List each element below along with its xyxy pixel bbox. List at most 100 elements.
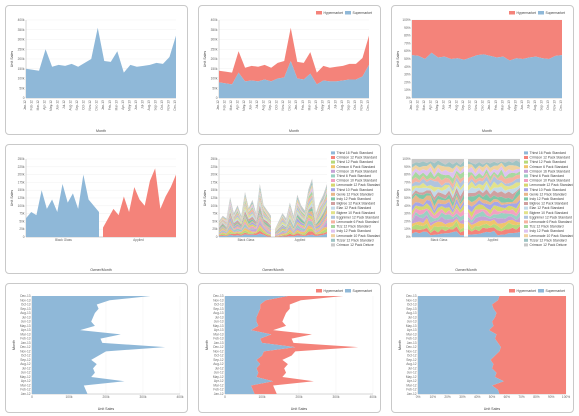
- area-series-5: [219, 220, 271, 234]
- y-tick-label: 225k: [211, 165, 218, 169]
- area-series-18: [219, 189, 271, 224]
- x-tick-label: Mar-12: [36, 100, 40, 110]
- y-tick-label: May-12: [20, 375, 31, 379]
- legend-label: Lemonade 10 Pack Standard: [337, 234, 381, 238]
- y-axis-title: Unit Sales: [203, 51, 207, 68]
- legend-swatch: [524, 197, 528, 201]
- legend-swatch: [524, 215, 528, 219]
- y-tick-label: Feb-13: [406, 337, 416, 341]
- area-series-2: [468, 222, 520, 232]
- area-series-hypermarket: [219, 27, 369, 85]
- x-tick-label: 300k: [140, 395, 147, 399]
- x-tick-label: 0: [224, 395, 226, 399]
- x-tick-label: May-13: [320, 100, 324, 111]
- x-tick-label: 100k: [259, 395, 266, 399]
- y-tick-label: Sep-12: [213, 358, 224, 362]
- area-series-19: [219, 186, 271, 223]
- y-tick-label: Nov-12: [406, 349, 417, 353]
- area-series-3: [412, 218, 464, 231]
- area-series-17: [412, 166, 464, 179]
- area-series-4: [275, 221, 327, 236]
- y-tick-label: 50k: [19, 86, 25, 90]
- y-tick-label: 90%: [404, 165, 411, 169]
- x-tick-label: Sep-13: [346, 100, 350, 111]
- x-tick-label: Oct-13: [353, 100, 357, 110]
- x-tick-label: Dec-13: [173, 100, 177, 111]
- x-tick-label: Jun-12: [56, 100, 60, 110]
- y-tick-label: Jul-12: [408, 366, 417, 370]
- y-tick-label: Aug-12: [406, 362, 417, 366]
- y-tick-label: 0%: [406, 235, 411, 239]
- y-tick-label: Apr-13: [214, 328, 224, 332]
- y-tick-label: May-12: [213, 375, 224, 379]
- y-axis-title: Unit Sales: [396, 190, 400, 207]
- x-tick-label: Aug-12: [262, 100, 266, 111]
- x-tick-label: Applied: [133, 238, 144, 242]
- y-tick-label: Feb-12: [20, 388, 30, 392]
- y-tick-label: Mar-13: [406, 332, 416, 336]
- x-tick-label: 400k: [177, 395, 184, 399]
- y-tick-label: Jun-12: [214, 371, 224, 375]
- y-tick-label: 125k: [211, 196, 218, 200]
- chart-card-2: 0 50k 100k 150k 200k 250k 300k 350k 400k Jan-12 Fe…: [198, 5, 381, 135]
- y-tick-label: 30%: [404, 73, 411, 77]
- legend-swatch: [331, 197, 335, 201]
- x-tick-label: Jul-12: [62, 100, 66, 109]
- area-series-12: [468, 183, 520, 195]
- y-tick-label: 350k: [211, 28, 218, 32]
- area-chart-4: 0 25k 50k 75k 100k 125k 150k 175k 200k 225k 250k Bl…: [10, 157, 176, 272]
- legend-swatch: [524, 225, 528, 228]
- area-series-19: [412, 160, 464, 170]
- area-chart-3: 0%10%20%30%40%50%60%70%80%90%100%Jan-12 F…: [396, 11, 565, 133]
- legend-label: Genie 12 Pack Standard: [530, 192, 567, 196]
- y-tick-label: Apr-12: [214, 379, 224, 383]
- area-series-0: [468, 230, 520, 237]
- x-tick-label: 100k: [66, 395, 73, 399]
- y-tick-label: 150k: [211, 67, 218, 71]
- x-tick-label: Jul-12: [448, 100, 452, 109]
- x-tick-label: Sep-12: [461, 100, 465, 111]
- area-series-17: [219, 191, 271, 224]
- chart-card-4: 0 25k 50k 75k 100k 125k 150k 175k 200k 225k 250k Bl…: [5, 144, 188, 274]
- x-tick-label: 90%: [548, 395, 555, 399]
- y-tick-label: 225k: [18, 165, 25, 169]
- y-tick-label: Sep-13: [406, 307, 417, 311]
- x-tick-label: Oct-13: [546, 100, 550, 110]
- y-tick-label: 50k: [212, 219, 218, 223]
- x-tick-label: Black Glass: [55, 238, 72, 242]
- area-chart-9: 0% 10% 20% 30% 40% 50% 60% 70% 80% 90% 100%Jan-12F…: [398, 289, 570, 411]
- area-series-14: [412, 177, 464, 192]
- legend-label-supermarket: Supermarket: [546, 11, 565, 15]
- area-chart-7: 0 100k 200k 300k 400kJan-12Feb-12Mar-12Apr-1…: [12, 294, 184, 411]
- y-tick-label: 200k: [211, 57, 218, 61]
- area-series-17: [468, 166, 520, 178]
- y-tick-label: 100k: [211, 204, 218, 208]
- area-series-6: [275, 217, 327, 235]
- area-series-black-glass: [26, 174, 99, 237]
- x-tick-label: May-12: [49, 100, 53, 111]
- legend-label-supermarket: Supermarket: [353, 289, 372, 293]
- y-axis-title: Unit Sales: [10, 51, 14, 68]
- legend-label: Crimson 12 Pack Standard: [337, 156, 378, 160]
- area-series-1: [219, 230, 271, 237]
- area-series-unit-sales: [26, 27, 176, 98]
- legend-swatch-hypermarket: [316, 289, 322, 293]
- x-tick-label: 0: [31, 395, 33, 399]
- y-tick-label: Feb-12: [406, 388, 416, 392]
- legend-label: Crimson 12 Pack Deluxe: [337, 243, 374, 247]
- x-tick-label: 200k: [103, 395, 110, 399]
- legend-label: Thirst 12 Pack Standard: [337, 160, 373, 164]
- x-axis-title: Unit Sales: [98, 407, 115, 411]
- y-tick-label: 0: [23, 96, 25, 100]
- area-series-8: [275, 212, 327, 235]
- x-tick-label: Jul-13: [333, 100, 337, 109]
- y-tick-label: Sep-12: [406, 358, 417, 362]
- area-series-14: [219, 198, 271, 227]
- area-series-2: [219, 227, 271, 236]
- y-tick-label: 50k: [212, 86, 218, 90]
- y-tick-label: 250k: [211, 157, 218, 161]
- legend-swatch-hypermarket: [509, 11, 515, 15]
- y-tick-label: 25k: [19, 227, 25, 231]
